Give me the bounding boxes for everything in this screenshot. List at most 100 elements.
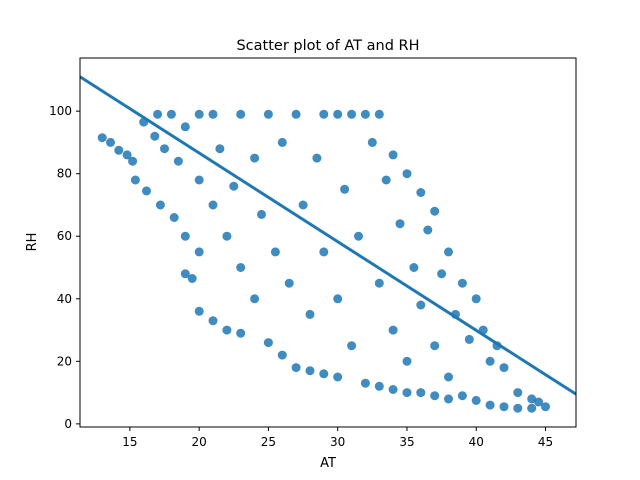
scatter-point bbox=[354, 231, 363, 241]
scatter-point bbox=[142, 186, 151, 196]
x-axis-label: AT bbox=[320, 456, 336, 471]
scatter-point bbox=[416, 188, 426, 197]
scatter-point bbox=[114, 145, 124, 155]
scatter-point bbox=[409, 263, 419, 272]
scatter-point bbox=[215, 144, 225, 154]
scatter-point bbox=[150, 131, 160, 141]
scatter-point bbox=[173, 156, 183, 166]
plot-frame bbox=[79, 57, 577, 428]
scatter-point bbox=[347, 341, 357, 351]
scatter-point bbox=[155, 200, 165, 210]
scatter-point bbox=[430, 206, 440, 216]
scatter-point bbox=[305, 309, 315, 319]
scatter-point bbox=[499, 402, 509, 412]
scatter-point bbox=[381, 175, 391, 185]
x-tick-label: 25 bbox=[261, 435, 276, 449]
scatter-point bbox=[298, 200, 308, 210]
scatter-point bbox=[464, 334, 474, 344]
scatter-point bbox=[319, 247, 329, 257]
scatter-point bbox=[208, 109, 218, 119]
scatter-point bbox=[263, 109, 273, 119]
y-tick-label: 0 bbox=[64, 417, 72, 431]
x-tick-label: 35 bbox=[399, 435, 414, 449]
scatter-point bbox=[180, 122, 190, 132]
scatter-point bbox=[277, 137, 287, 147]
y-tick-label: 80 bbox=[57, 167, 72, 181]
scatter-point bbox=[527, 403, 537, 413]
y-tick-label: 40 bbox=[57, 292, 72, 306]
x-tick-label: 30 bbox=[330, 435, 345, 449]
scatter-point bbox=[319, 369, 329, 379]
scatter-point bbox=[430, 341, 440, 351]
scatter-point bbox=[208, 316, 218, 326]
scatter-point bbox=[485, 400, 495, 410]
y-tick-label: 100 bbox=[49, 104, 72, 118]
scatter-point bbox=[333, 372, 343, 382]
scatter-point bbox=[402, 388, 412, 398]
scatter-point bbox=[222, 325, 232, 335]
scatter-point bbox=[374, 278, 384, 288]
scatter-point bbox=[270, 247, 280, 257]
scatter-point bbox=[277, 350, 287, 360]
chart-title: Scatter plot of AT and RH bbox=[236, 38, 419, 54]
scatter-point bbox=[263, 338, 273, 348]
regression-line bbox=[80, 75, 576, 396]
scatter-point bbox=[208, 200, 218, 210]
scatter-point bbox=[444, 394, 453, 404]
scatter-point bbox=[388, 385, 398, 394]
scatter-points bbox=[97, 109, 550, 413]
scatter-point bbox=[437, 269, 447, 279]
x-tick-label: 40 bbox=[469, 435, 484, 449]
scatter-point bbox=[416, 300, 426, 310]
scatter-point bbox=[471, 395, 481, 405]
x-tick-label: 15 bbox=[122, 435, 137, 449]
scatter-point bbox=[291, 363, 301, 373]
x-tick-label: 45 bbox=[538, 435, 553, 449]
scatter-point bbox=[444, 247, 453, 257]
x-axis: 15 20 25 30 35 40 45 bbox=[122, 427, 553, 449]
scatter-point bbox=[499, 363, 509, 373]
scatter-point bbox=[194, 306, 204, 316]
scatter-point bbox=[527, 394, 537, 404]
scatter-point bbox=[180, 231, 190, 241]
scatter-point bbox=[457, 391, 467, 401]
scatter-point bbox=[130, 175, 140, 185]
scatter-point bbox=[169, 213, 179, 222]
scatter-point bbox=[284, 278, 294, 288]
scatter-point bbox=[128, 156, 138, 166]
scatter-point bbox=[160, 144, 169, 154]
scatter-point bbox=[360, 378, 370, 388]
scatter-point bbox=[388, 150, 398, 160]
scatter-point bbox=[416, 388, 426, 398]
scatter-point bbox=[312, 153, 322, 163]
scatter-point bbox=[513, 388, 523, 398]
scatter-point bbox=[534, 397, 544, 407]
scatter-point bbox=[402, 356, 412, 366]
scatter-point bbox=[250, 153, 260, 163]
scatter-point bbox=[236, 328, 246, 338]
scatter-point bbox=[423, 225, 433, 235]
scatter-point bbox=[180, 269, 190, 279]
scatter-point bbox=[430, 391, 440, 401]
x-tick-label: 20 bbox=[192, 435, 207, 449]
regression-line-group bbox=[80, 75, 576, 396]
scatter-point bbox=[340, 184, 350, 194]
scatter-point bbox=[257, 209, 266, 219]
scatter-point bbox=[471, 294, 481, 304]
scatter-point bbox=[444, 372, 453, 382]
scatter-point bbox=[541, 402, 550, 412]
scatter-point bbox=[333, 109, 343, 119]
y-axis: 0 20 40 60 80 100 bbox=[49, 104, 80, 431]
scatter-point bbox=[319, 109, 329, 119]
scatter-point bbox=[106, 137, 115, 147]
scatter-point bbox=[347, 109, 357, 119]
scatter-point bbox=[367, 137, 377, 147]
scatter-point bbox=[485, 356, 495, 366]
scatter-point bbox=[250, 294, 260, 304]
scatter-point bbox=[166, 109, 176, 119]
scatter-point bbox=[194, 175, 204, 185]
scatter-point bbox=[360, 109, 370, 119]
scatter-point bbox=[457, 278, 467, 288]
scatter-point bbox=[97, 133, 107, 143]
